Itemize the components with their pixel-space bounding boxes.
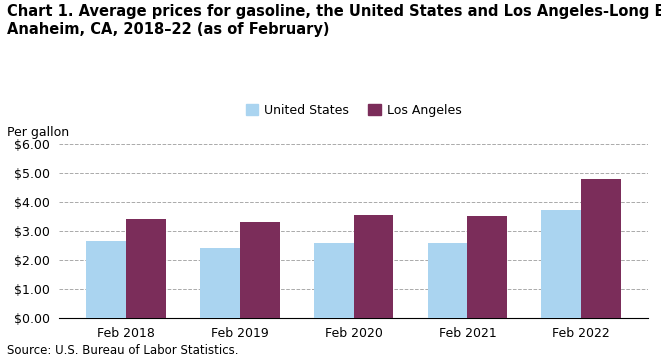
Text: Chart 1. Average prices for gasoline, the United States and Los Angeles-Long Bea: Chart 1. Average prices for gasoline, th…: [7, 4, 661, 37]
Bar: [428, 243, 467, 318]
Bar: [86, 241, 126, 318]
Bar: [541, 210, 581, 318]
Bar: [581, 179, 621, 318]
Legend: United States, Los Angeles: United States, Los Angeles: [241, 99, 467, 122]
Text: Per gallon: Per gallon: [7, 126, 69, 139]
Bar: [467, 216, 507, 318]
Bar: [314, 243, 354, 318]
Bar: [126, 219, 166, 318]
Text: Source: U.S. Bureau of Labor Statistics.: Source: U.S. Bureau of Labor Statistics.: [7, 344, 238, 357]
Bar: [354, 216, 393, 318]
Bar: [240, 222, 280, 318]
Bar: [200, 248, 240, 318]
